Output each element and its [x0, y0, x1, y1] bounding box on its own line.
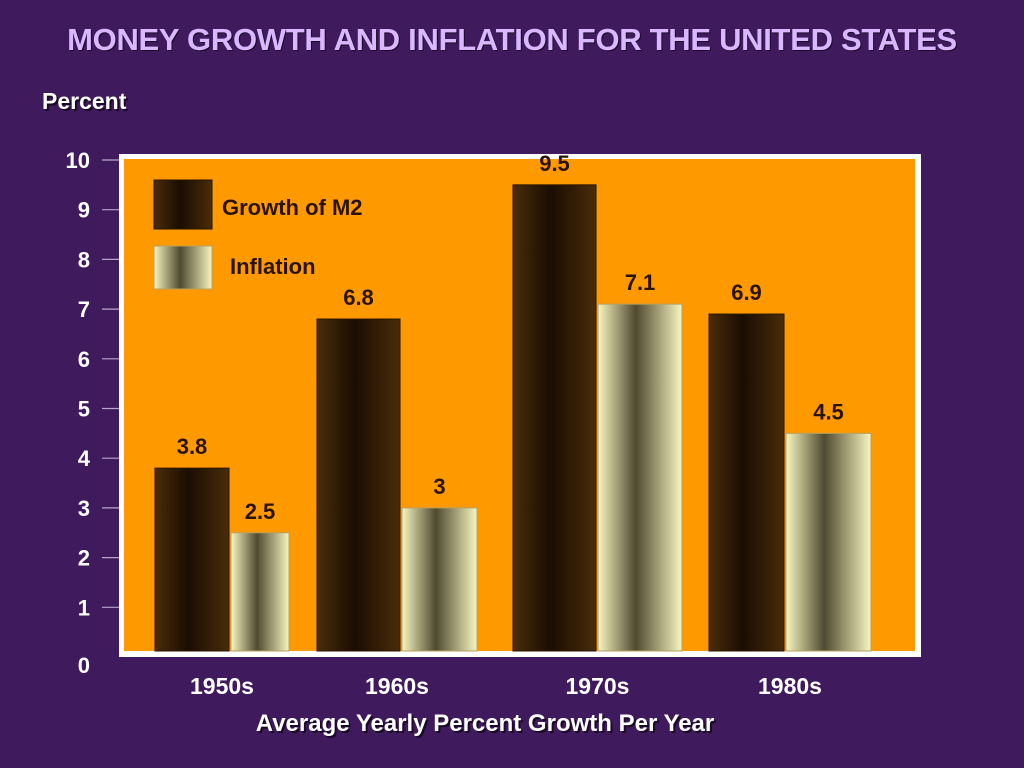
- inflation-bar: [230, 532, 290, 652]
- m2-bar: [512, 184, 597, 652]
- x-tick-label: 1950s: [190, 673, 254, 699]
- inflation-bar: [785, 432, 872, 652]
- m2-bar: [708, 313, 785, 652]
- m2-bar: [154, 467, 230, 652]
- inflation-bar: [597, 303, 683, 652]
- data-label: 6.9: [731, 280, 762, 305]
- y-tick-label: 2: [78, 546, 90, 571]
- legend-swatch: [153, 245, 213, 290]
- y-tick-label: 0: [78, 653, 90, 678]
- data-label: 3: [433, 474, 445, 499]
- x-axis-label: Average Yearly Percent Growth Per Year: [255, 710, 715, 737]
- legend-label: Inflation: [230, 254, 316, 279]
- y-tick-label: 7: [78, 297, 90, 322]
- y-tick-label: 8: [78, 247, 90, 272]
- y-tick-label: 5: [78, 397, 90, 422]
- data-label: 4.5: [813, 399, 844, 424]
- data-label: 9.5: [539, 151, 570, 176]
- data-label: 6.8: [343, 285, 374, 310]
- x-tick-label: 1960s: [365, 673, 429, 699]
- y-axis-label: Percent: [42, 88, 127, 114]
- y-tick-label: 1: [78, 595, 90, 620]
- data-label: 2.5: [245, 499, 276, 524]
- data-label: 3.8: [177, 434, 208, 459]
- x-tick-label: 1980s: [758, 673, 822, 699]
- y-tick-label: 10: [66, 148, 90, 173]
- y-tick-label: 9: [78, 198, 90, 223]
- y-tick-label: 6: [78, 347, 90, 372]
- inflation-bar: [401, 507, 478, 652]
- m2-bar: [316, 318, 401, 652]
- y-tick-label: 4: [78, 446, 91, 471]
- y-tick-label: 3: [78, 496, 90, 521]
- legend-swatch: [153, 179, 213, 230]
- data-label: 7.1: [625, 270, 656, 295]
- legend-label: Growth of M2: [222, 195, 363, 220]
- x-tick-label: 1970s: [566, 673, 630, 699]
- chart-title: MONEY GROWTH AND INFLATION FOR THE UNITE…: [67, 22, 957, 57]
